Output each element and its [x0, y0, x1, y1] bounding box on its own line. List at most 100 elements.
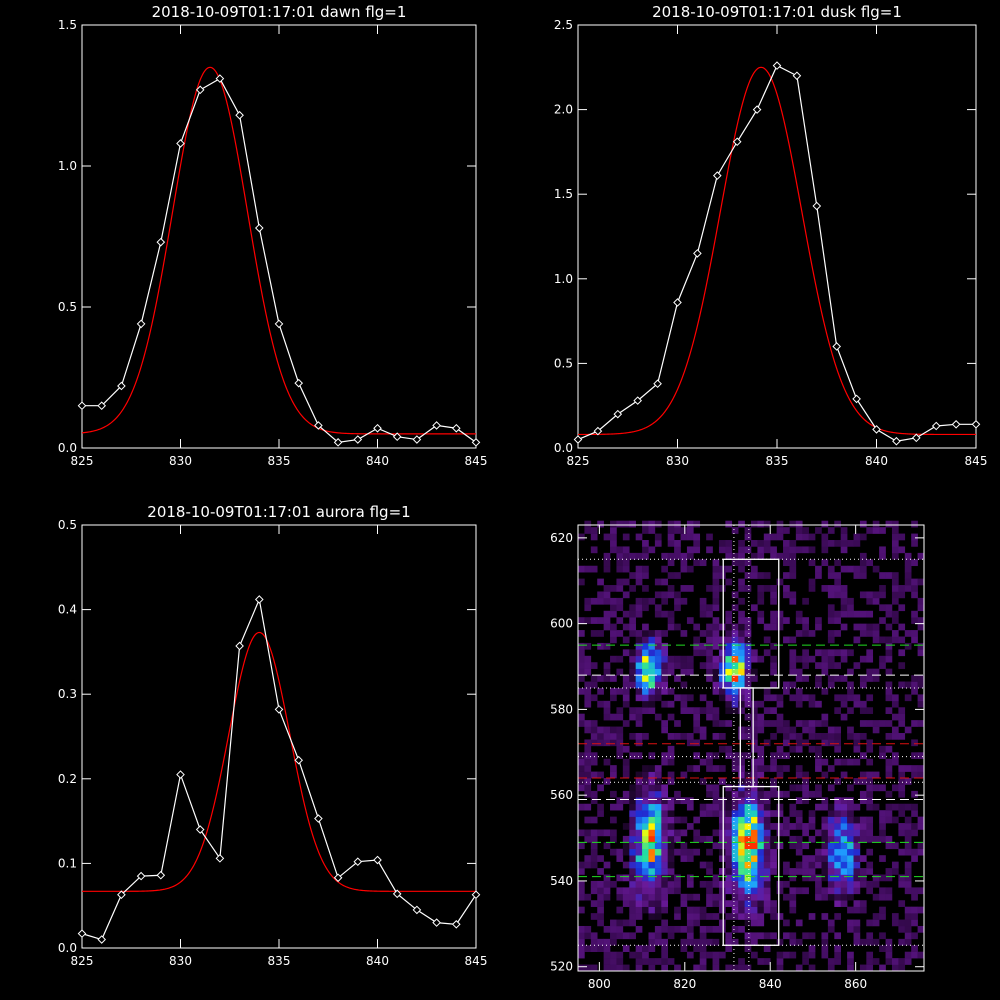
dusk-x-tick-label: 825 — [567, 454, 590, 468]
image-heatmap-cell — [738, 964, 745, 972]
image-heatmap-cell — [815, 675, 822, 682]
image-heatmap-cell — [622, 720, 630, 727]
image-heatmap-cell — [661, 597, 669, 605]
image-heatmap-cell — [725, 932, 733, 940]
image-heatmap-cell — [616, 707, 624, 714]
image-heatmap-cell — [770, 778, 777, 785]
image-heatmap-cell — [629, 617, 636, 624]
image-heatmap-cell — [629, 752, 636, 760]
image-heatmap-cell — [680, 655, 688, 663]
image-heatmap-cell — [904, 861, 912, 869]
image-heatmap-cell — [827, 893, 835, 901]
image-heatmap-cell — [725, 752, 733, 760]
dawn-data-point — [412, 435, 422, 444]
image-heatmap-cell — [731, 829, 739, 837]
image-heatmap-cell — [597, 880, 604, 888]
image-heatmap-cell — [686, 552, 694, 560]
image-heatmap-cell — [776, 829, 784, 837]
image-heatmap-cell — [898, 784, 906, 792]
image-heatmap-cell — [718, 880, 726, 888]
image-heatmap-cell — [827, 617, 835, 624]
image-heatmap-cell — [802, 649, 809, 657]
image-heatmap-cell — [635, 778, 643, 785]
image-heatmap-cell — [693, 919, 701, 927]
image-heatmap-cell — [834, 958, 842, 965]
image-heatmap-cell — [590, 597, 598, 605]
image-heatmap-cell — [622, 919, 630, 927]
image-heatmap-cell — [770, 835, 777, 843]
image-heatmap-cell — [667, 880, 675, 888]
image-heatmap-cell — [654, 520, 662, 528]
image-heatmap-cell — [834, 855, 842, 862]
image-heatmap-cell — [718, 816, 726, 824]
dawn-data-point — [97, 401, 107, 411]
image-heatmap-cell — [590, 938, 598, 946]
image-heatmap-cell — [827, 675, 835, 682]
image-heatmap-cell — [686, 932, 694, 940]
image-heatmap-cell — [590, 829, 598, 837]
aurora-x-tick-label: 830 — [169, 954, 192, 968]
image-heatmap-cell — [808, 655, 816, 663]
image-heatmap-cell — [622, 675, 630, 682]
image-heatmap-cell — [770, 855, 777, 862]
image-heatmap-cell — [738, 642, 745, 650]
image-heatmap-cell — [642, 604, 649, 612]
image-heatmap-cell — [603, 739, 611, 747]
image-heatmap-cell — [898, 604, 906, 612]
image-heatmap-cell — [578, 668, 585, 676]
image-heatmap-cell — [610, 951, 617, 959]
image-heatmap-cell — [911, 810, 918, 817]
image-heatmap-cell — [898, 829, 906, 837]
image-heatmap-cell — [725, 913, 733, 920]
image-heatmap-cell — [904, 681, 912, 689]
image-heatmap-cell — [859, 720, 867, 727]
image-heatmap-cell — [770, 642, 777, 650]
image-heatmap-cell — [712, 797, 720, 805]
image-heatmap-cell — [603, 617, 611, 624]
image-heatmap-cell — [763, 861, 771, 869]
image-heatmap-cell — [866, 675, 874, 682]
image-heatmap-cell — [783, 732, 790, 740]
image-heatmap-cell — [706, 655, 713, 663]
image-heatmap-cell — [847, 707, 854, 714]
image-heatmap-cell — [904, 868, 912, 875]
image-heatmap-cell — [635, 784, 643, 792]
image-heatmap-cell — [622, 700, 630, 708]
image-heatmap-cell — [763, 823, 771, 830]
image-heatmap-cell — [827, 855, 835, 862]
image-heatmap-cell — [578, 906, 585, 914]
image-heatmap-cell — [821, 835, 829, 843]
image-heatmap-cell — [674, 848, 681, 856]
image-heatmap-cell — [699, 604, 707, 612]
image-heatmap-cell — [776, 726, 784, 734]
image-heatmap-cell — [757, 790, 765, 798]
image-heatmap-cell — [699, 778, 707, 785]
image-heatmap-cell — [661, 810, 669, 817]
image-heatmap-cell — [622, 765, 630, 772]
aurora-y-tick-label: 0.2 — [58, 772, 77, 786]
image-heatmap-cell — [891, 546, 899, 554]
dawn-data-point — [432, 421, 441, 430]
image-heatmap-cell — [654, 662, 662, 669]
image-heatmap-cell — [827, 630, 835, 637]
image-heatmap-cell — [622, 552, 630, 560]
image-heatmap-cell — [757, 585, 765, 592]
image-heatmap-cell — [706, 533, 713, 541]
image-heatmap-cell — [712, 623, 720, 631]
image-heatmap-cell — [635, 913, 643, 920]
image-heatmap-cell — [597, 945, 604, 952]
image-heatmap-cell — [783, 572, 790, 579]
image-heatmap-cell — [693, 893, 701, 901]
image-heatmap-cell — [898, 623, 906, 631]
image-heatmap-cell — [667, 520, 675, 528]
image-heatmap-cell — [821, 803, 829, 811]
image-heatmap-cell — [597, 578, 604, 586]
image-heatmap-cell — [616, 687, 624, 695]
image-heatmap-cell — [648, 694, 656, 702]
image-heatmap-cell — [718, 720, 726, 727]
image-heatmap-cell — [859, 790, 867, 798]
aurora-data-point — [254, 595, 264, 604]
image-heatmap-cell — [578, 938, 585, 946]
image-heatmap-cell — [610, 585, 617, 592]
image-heatmap-cell — [603, 893, 611, 901]
